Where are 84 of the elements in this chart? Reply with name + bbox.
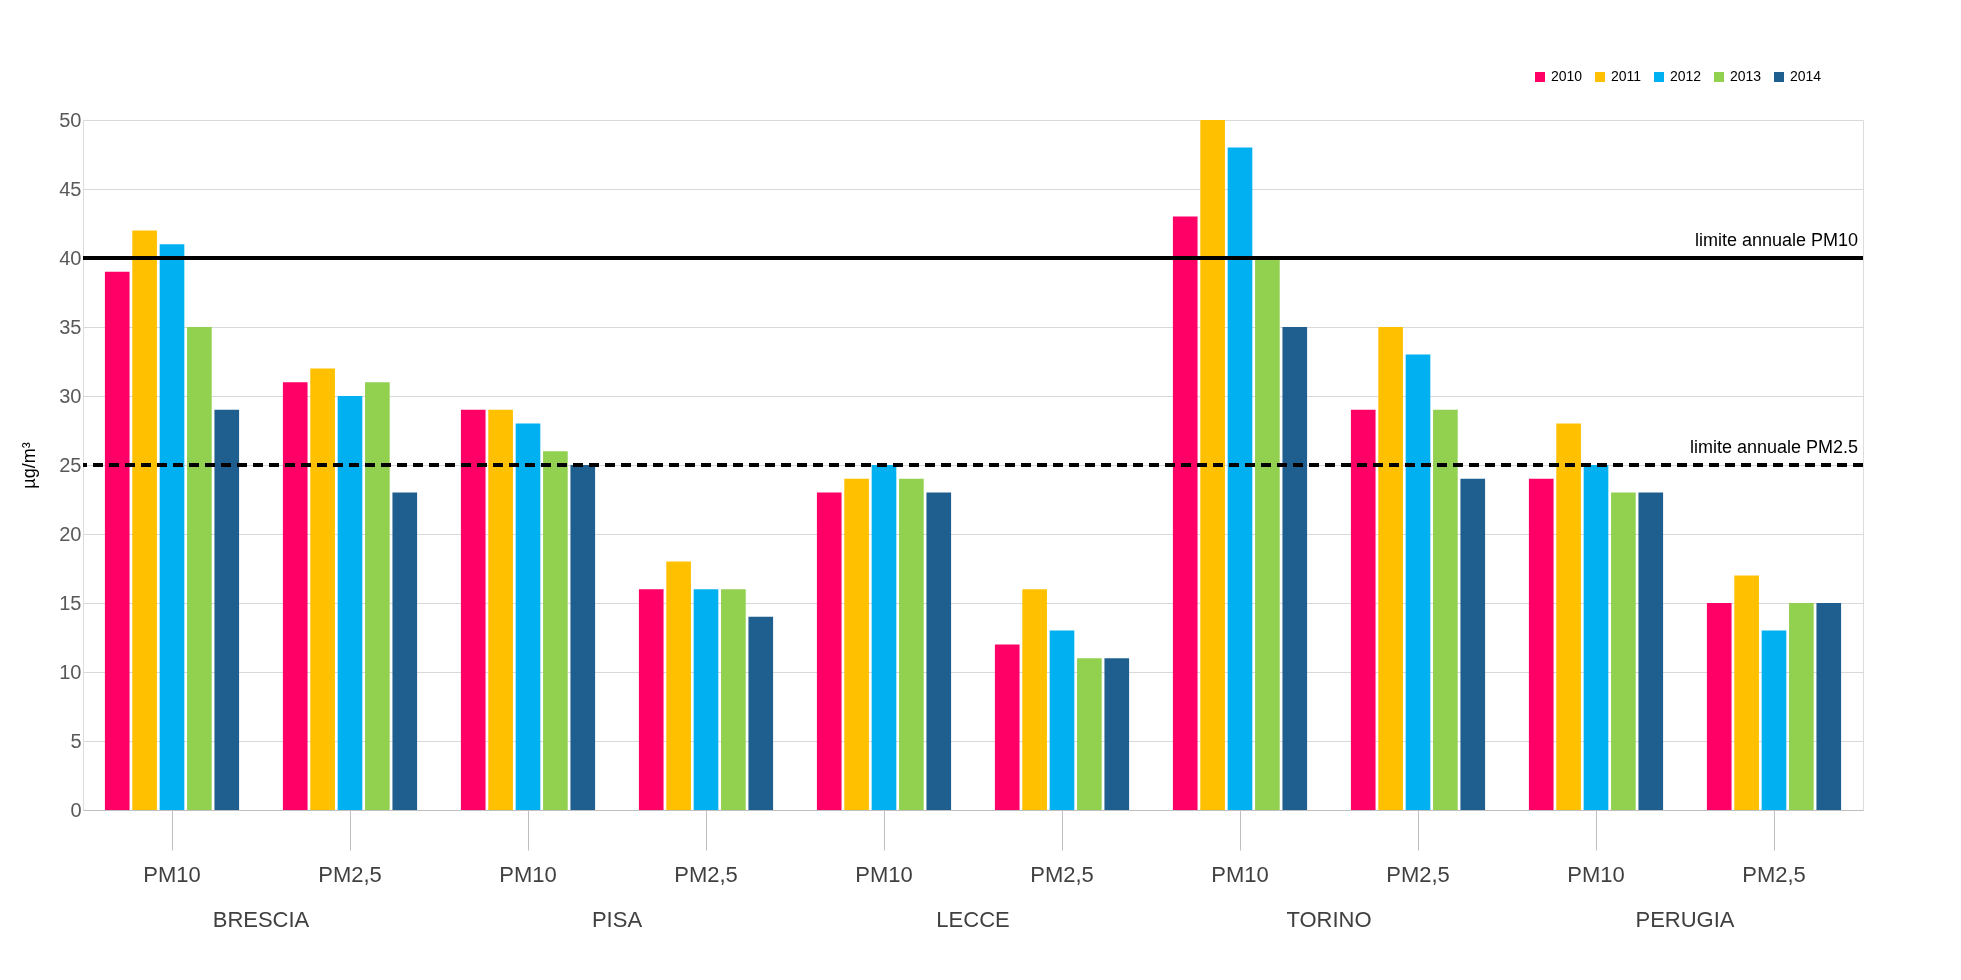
- bar: [159, 244, 185, 810]
- text: TORINO: [1286, 907, 1372, 932]
- bar: [1528, 478, 1554, 810]
- y-tick-label: 30: [59, 384, 82, 407]
- y-tick-label: 0: [70, 798, 82, 821]
- y-tick-label: 40: [59, 246, 82, 269]
- bar: [1433, 409, 1458, 810]
- text: BRESCIA: [212, 907, 310, 932]
- bar: [816, 492, 842, 810]
- bar: [899, 478, 924, 810]
- bar: [1706, 603, 1732, 810]
- y-tick-label: 10: [59, 660, 82, 683]
- bar: [1350, 409, 1376, 810]
- bar: [871, 465, 897, 810]
- bar: [460, 409, 486, 810]
- bar: [1172, 216, 1198, 810]
- y-tick-label: 35: [59, 315, 82, 338]
- bar: [1816, 603, 1842, 810]
- bar: [365, 382, 390, 810]
- bar: [1282, 327, 1308, 810]
- bar: [515, 423, 541, 810]
- bar: [1556, 423, 1581, 810]
- bar: [1638, 492, 1664, 810]
- bar: [1734, 575, 1759, 810]
- bar: [926, 492, 952, 810]
- bar: [693, 589, 719, 810]
- text: LECCE: [936, 907, 1010, 932]
- x-tick-label: PM10: [855, 861, 913, 887]
- y-tick-label: 5: [70, 729, 82, 752]
- x-tick-label: PM10: [1567, 861, 1625, 887]
- y-tick-label: 50: [59, 108, 82, 131]
- ref-line-label: limite annuale PM10: [1694, 230, 1858, 250]
- bar: [1200, 120, 1225, 810]
- bar: [392, 492, 418, 810]
- text: PERUGIA: [1635, 907, 1735, 932]
- y-axis-title: µg/m³: [19, 442, 40, 489]
- x-tick-label: PM2,5: [1386, 861, 1450, 887]
- y-tick-label: 20: [59, 522, 82, 545]
- legend-label: 2010: [1551, 68, 1583, 84]
- bar: [1104, 658, 1130, 810]
- bar: [748, 616, 774, 810]
- bar: [1227, 147, 1253, 810]
- x-tick-label: PM10: [1211, 861, 1269, 887]
- bar: [1789, 603, 1814, 810]
- bar: [104, 271, 130, 810]
- text: PISA: [591, 907, 643, 932]
- bar: [1583, 465, 1609, 810]
- legend-label: 2012: [1670, 68, 1702, 84]
- legend-label: 2013: [1730, 68, 1762, 84]
- bar: [282, 382, 308, 810]
- legend-label: 2014: [1790, 68, 1822, 84]
- bar: [337, 396, 363, 810]
- bar: [488, 409, 513, 810]
- x-tick-label: PM2,5: [1030, 861, 1094, 887]
- bar: [1611, 492, 1636, 810]
- x-tick-label: PM10: [499, 861, 557, 887]
- y-tick-label: 15: [59, 591, 82, 614]
- bar: [1761, 630, 1787, 810]
- x-tick-label: PM2,5: [1742, 861, 1806, 887]
- bar: [638, 589, 664, 810]
- bar: [666, 561, 691, 810]
- ref-line-label: limite annuale PM2.5: [1689, 437, 1858, 457]
- bar: [543, 451, 568, 810]
- bar: [1049, 630, 1075, 810]
- bar: [721, 589, 746, 810]
- bar: [1022, 589, 1047, 810]
- bar: [1460, 478, 1486, 810]
- bar: [570, 465, 596, 810]
- legend-label: 2011: [1611, 68, 1642, 84]
- bar: [1405, 354, 1431, 810]
- x-tick-label: PM2,5: [674, 861, 738, 887]
- x-tick-label: PM2,5: [318, 861, 382, 887]
- bar: [132, 230, 157, 810]
- bar: [994, 644, 1020, 810]
- bar: [187, 327, 212, 810]
- bar: [1255, 258, 1280, 810]
- y-tick-label: 45: [59, 177, 82, 200]
- bar: [1077, 658, 1102, 810]
- bar: [310, 368, 335, 810]
- x-tick-label: PM10: [143, 861, 201, 887]
- bar: [214, 409, 240, 810]
- bar: [1378, 327, 1403, 810]
- bar: [844, 478, 869, 810]
- y-tick-label: 25: [59, 453, 82, 476]
